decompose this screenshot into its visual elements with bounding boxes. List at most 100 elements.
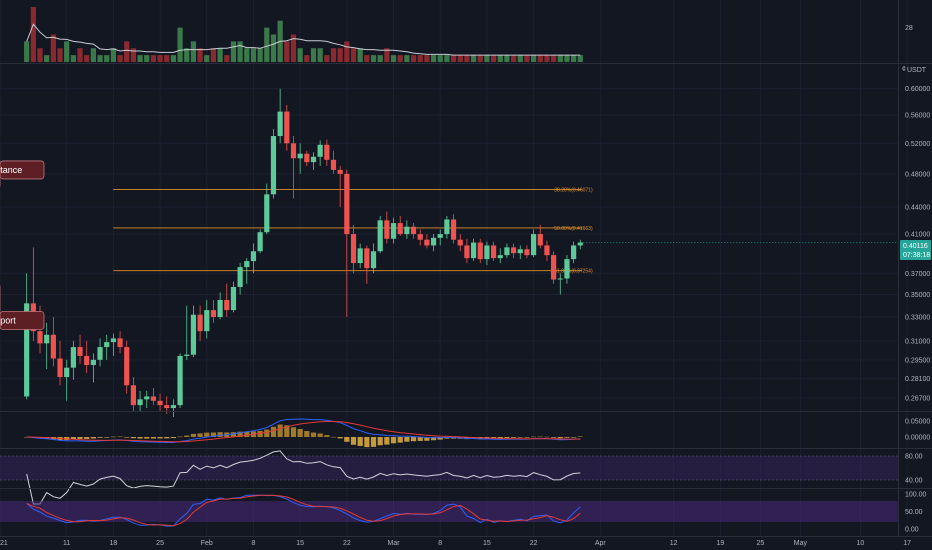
candle-body[interactable]	[464, 245, 470, 259]
candle-body[interactable]	[110, 338, 116, 343]
candle-body[interactable]	[504, 247, 510, 256]
candle-body[interactable]	[404, 226, 410, 235]
candle-body[interactable]	[64, 367, 70, 378]
candle-body[interactable]	[457, 239, 463, 246]
candle-body[interactable]	[284, 111, 290, 144]
candle-body[interactable]	[210, 310, 217, 317]
candle-body[interactable]	[244, 261, 250, 268]
candle-body[interactable]	[490, 245, 497, 259]
candle-body[interactable]	[204, 310, 210, 332]
candle-body[interactable]	[230, 286, 237, 311]
volume-bar	[170, 55, 177, 62]
candle-body[interactable]	[124, 347, 130, 386]
candle-body[interactable]	[150, 396, 157, 401]
candle-body[interactable]	[264, 194, 270, 233]
candle-body[interactable]	[97, 347, 103, 360]
candle-body[interactable]	[190, 314, 197, 355]
candle-body[interactable]	[564, 259, 570, 279]
candle-body[interactable]	[304, 153, 310, 163]
candle-body[interactable]	[270, 136, 277, 195]
candle-body[interactable]	[417, 234, 423, 240]
candle-body[interactable]	[330, 159, 337, 170]
candle-body[interactable]	[277, 111, 283, 137]
candle-body[interactable]	[310, 156, 317, 163]
candle-body[interactable]	[250, 251, 257, 262]
candle-body[interactable]	[117, 338, 123, 348]
candle-body[interactable]	[137, 399, 143, 406]
candle-body[interactable]	[177, 355, 183, 406]
candle-body[interactable]	[197, 314, 203, 332]
candle-body[interactable]	[90, 359, 96, 366]
macd-histogram-bar	[364, 437, 370, 448]
candle-body[interactable]	[497, 255, 503, 259]
fib-level-label: 38.20%(0.46071)	[554, 188, 593, 194]
candle-body[interactable]	[290, 143, 297, 159]
candle-body[interactable]	[377, 220, 383, 252]
candle-body[interactable]	[524, 249, 530, 256]
candle-body[interactable]	[44, 334, 50, 344]
candle-body[interactable]	[510, 247, 517, 254]
candle-body[interactable]	[364, 248, 370, 269]
candle-body[interactable]	[424, 239, 430, 246]
candle-body[interactable]	[157, 400, 163, 406]
candle-body[interactable]	[350, 234, 357, 264]
annotations[interactable]: Resistance Support	[0, 160, 898, 330]
candle-body[interactable]	[517, 249, 523, 254]
candle-body[interactable]	[390, 223, 397, 239]
rsi-tick-label: 40.00	[905, 478, 923, 485]
candle-body[interactable]	[324, 144, 330, 160]
candle-body[interactable]	[384, 220, 390, 239]
candle-body[interactable]	[357, 248, 363, 264]
candle-body[interactable]	[484, 245, 490, 260]
candle-body[interactable]	[397, 223, 403, 235]
callout-resistance[interactable]: Resistance	[0, 160, 45, 187]
macd-histogram-bar	[104, 437, 110, 438]
candle-body[interactable]	[477, 242, 483, 260]
volume-bar	[551, 55, 557, 62]
candle-body[interactable]	[531, 234, 537, 256]
candle-body[interactable]	[104, 342, 110, 348]
volume-bar	[444, 55, 450, 62]
candle-body[interactable]	[450, 219, 457, 240]
candle-body[interactable]	[571, 245, 577, 260]
candle-body[interactable]	[224, 300, 230, 311]
price-candles[interactable]	[24, 88, 583, 417]
time-tick-label: 17	[903, 540, 911, 547]
candle-body[interactable]	[77, 347, 83, 356]
candle-body[interactable]	[37, 331, 43, 344]
macd-histogram-bar	[390, 437, 397, 444]
time-tick-label: 8	[438, 540, 442, 547]
candle-body[interactable]	[217, 300, 223, 317]
candle-body[interactable]	[437, 234, 443, 238]
candle-body[interactable]	[430, 237, 437, 246]
candle-body[interactable]	[557, 278, 563, 280]
candle-body[interactable]	[344, 173, 350, 235]
candle-body[interactable]	[57, 358, 63, 378]
candle-body[interactable]	[577, 242, 583, 246]
macd-histogram-bar	[557, 437, 563, 439]
candle-body[interactable]	[410, 226, 417, 235]
candle-body[interactable]	[551, 255, 557, 280]
candle-body[interactable]	[237, 267, 243, 287]
macd-histogram-bar	[190, 433, 197, 437]
candle-body[interactable]	[370, 251, 377, 269]
candle-body[interactable]	[50, 334, 56, 359]
candle-body[interactable]	[24, 303, 30, 397]
candle-body[interactable]	[337, 169, 343, 174]
candle-body[interactable]	[317, 144, 323, 157]
candle-body[interactable]	[444, 219, 450, 235]
candle-body[interactable]	[297, 153, 303, 159]
candle-body[interactable]	[164, 405, 170, 409]
candle-body[interactable]	[544, 245, 550, 256]
candle-body[interactable]	[170, 405, 177, 409]
candle-body[interactable]	[84, 355, 90, 366]
candle-body[interactable]	[537, 234, 543, 246]
callout-support[interactable]: Support	[0, 285, 45, 330]
candle-body[interactable]	[184, 354, 190, 356]
candle-body[interactable]	[257, 232, 263, 252]
candle-body[interactable]	[130, 385, 136, 406]
candle-body[interactable]	[70, 347, 76, 368]
candle-body[interactable]	[144, 396, 150, 400]
candle-body[interactable]	[470, 242, 477, 259]
